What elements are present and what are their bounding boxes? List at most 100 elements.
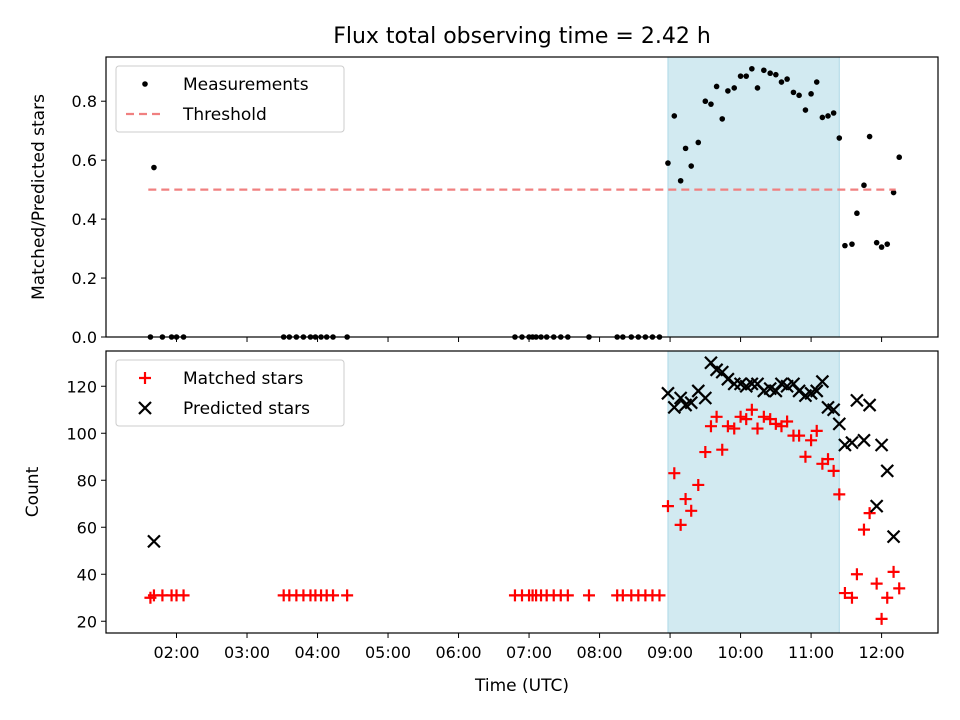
y-axis-label: Count bbox=[23, 466, 43, 517]
data-point bbox=[845, 591, 858, 604]
x-tick-label: 09:00 bbox=[647, 643, 693, 662]
data-point bbox=[704, 420, 717, 433]
data-point bbox=[685, 504, 698, 517]
data-point bbox=[749, 65, 755, 72]
data-point bbox=[778, 79, 785, 85]
y-axis-label: Matched/Predicted stars bbox=[29, 94, 49, 300]
data-point bbox=[870, 577, 883, 590]
data-point bbox=[327, 589, 340, 602]
data-point bbox=[667, 400, 682, 415]
observing-window bbox=[667, 56, 840, 338]
data-point bbox=[699, 446, 712, 459]
plot-frame bbox=[105, 56, 939, 338]
data-point bbox=[784, 76, 790, 82]
data-point bbox=[884, 241, 891, 247]
data-point bbox=[836, 135, 843, 141]
data-point bbox=[861, 182, 867, 189]
y-tick-label: 0.6 bbox=[72, 151, 97, 170]
x-tick-label: 11:00 bbox=[788, 643, 834, 662]
data-point bbox=[799, 450, 812, 463]
data-point bbox=[721, 372, 735, 386]
data-point bbox=[874, 438, 889, 452]
legend: Matched stars Predicted stars bbox=[115, 359, 345, 427]
data-point bbox=[822, 453, 835, 466]
data-point bbox=[754, 85, 761, 91]
data-point bbox=[734, 410, 747, 423]
data-point bbox=[341, 589, 354, 602]
data-point bbox=[886, 529, 901, 544]
data-point bbox=[719, 116, 726, 122]
x-tick-label: 12:00 bbox=[859, 643, 905, 662]
data-point bbox=[826, 402, 841, 417]
data-point bbox=[842, 242, 848, 249]
data-point bbox=[850, 393, 864, 408]
data-point bbox=[854, 210, 860, 217]
x-tick-label: 04:00 bbox=[294, 643, 340, 662]
data-point bbox=[773, 71, 779, 78]
data-point bbox=[790, 89, 797, 96]
chart-title: Flux total observing time = 2.42 h bbox=[333, 24, 711, 49]
x-tick-label: 03:00 bbox=[224, 643, 270, 662]
data-point bbox=[728, 422, 741, 435]
x-tick-label: 10:00 bbox=[718, 643, 764, 662]
data-point bbox=[863, 507, 876, 520]
data-point bbox=[878, 244, 885, 250]
data-point bbox=[887, 565, 900, 578]
series-matched-stars bbox=[144, 403, 906, 625]
data-point bbox=[757, 410, 770, 423]
data-point bbox=[668, 467, 681, 480]
data-point bbox=[661, 500, 674, 513]
data-point bbox=[890, 189, 897, 196]
data-point bbox=[862, 398, 877, 412]
plot-frame bbox=[105, 350, 939, 634]
data-point bbox=[819, 114, 826, 121]
data-point bbox=[751, 422, 764, 435]
data-point bbox=[810, 424, 823, 437]
data-point bbox=[833, 488, 846, 501]
data-point bbox=[710, 410, 723, 423]
data-point bbox=[850, 568, 863, 581]
data-point bbox=[825, 113, 831, 119]
count-panel: 02:00 03:00 04:00 05:00 06:00 07:00 08:00 09:00… bbox=[23, 350, 939, 662]
y-tick-label: 0.4 bbox=[72, 210, 97, 229]
y-tick-label: 40 bbox=[77, 565, 97, 584]
legend-box bbox=[115, 65, 345, 133]
data-point bbox=[881, 591, 894, 604]
legend-swatch bbox=[142, 81, 148, 87]
data-point bbox=[673, 391, 688, 405]
data-point bbox=[832, 417, 847, 431]
data-point bbox=[737, 73, 744, 79]
data-point bbox=[838, 587, 851, 600]
legend-entry: Predicted stars bbox=[183, 399, 310, 419]
ratio-panel: 0.0 0.2 0.4 0.6 0.8 Matched/Predicted stars Me… bbox=[29, 56, 939, 347]
data-point bbox=[671, 113, 678, 119]
y-tick-label: 100 bbox=[66, 424, 97, 443]
x-axis-label: Time (UTC) bbox=[474, 676, 569, 696]
data-point bbox=[743, 73, 750, 79]
y-tick-label: 0.8 bbox=[72, 92, 97, 111]
data-point bbox=[793, 429, 806, 442]
data-point bbox=[682, 145, 689, 152]
data-point bbox=[869, 499, 884, 513]
data-point bbox=[147, 534, 161, 549]
data-point bbox=[781, 415, 794, 428]
data-point bbox=[792, 384, 806, 398]
data-point bbox=[674, 518, 687, 531]
legend-entry: Threshold bbox=[182, 105, 267, 125]
data-point bbox=[830, 110, 837, 116]
series-predicted-stars bbox=[147, 357, 901, 549]
data-point bbox=[805, 434, 818, 447]
data-point bbox=[849, 241, 855, 247]
data-point bbox=[725, 88, 731, 94]
data-point bbox=[661, 386, 675, 401]
data-point bbox=[702, 98, 709, 105]
y-tick-label: 0.2 bbox=[72, 269, 97, 288]
data-point bbox=[796, 92, 802, 99]
legend-entry: Measurements bbox=[183, 75, 309, 95]
data-point bbox=[873, 239, 880, 246]
data-point bbox=[745, 377, 759, 391]
data-point bbox=[769, 417, 782, 430]
data-point bbox=[688, 163, 695, 169]
data-point bbox=[582, 589, 595, 602]
